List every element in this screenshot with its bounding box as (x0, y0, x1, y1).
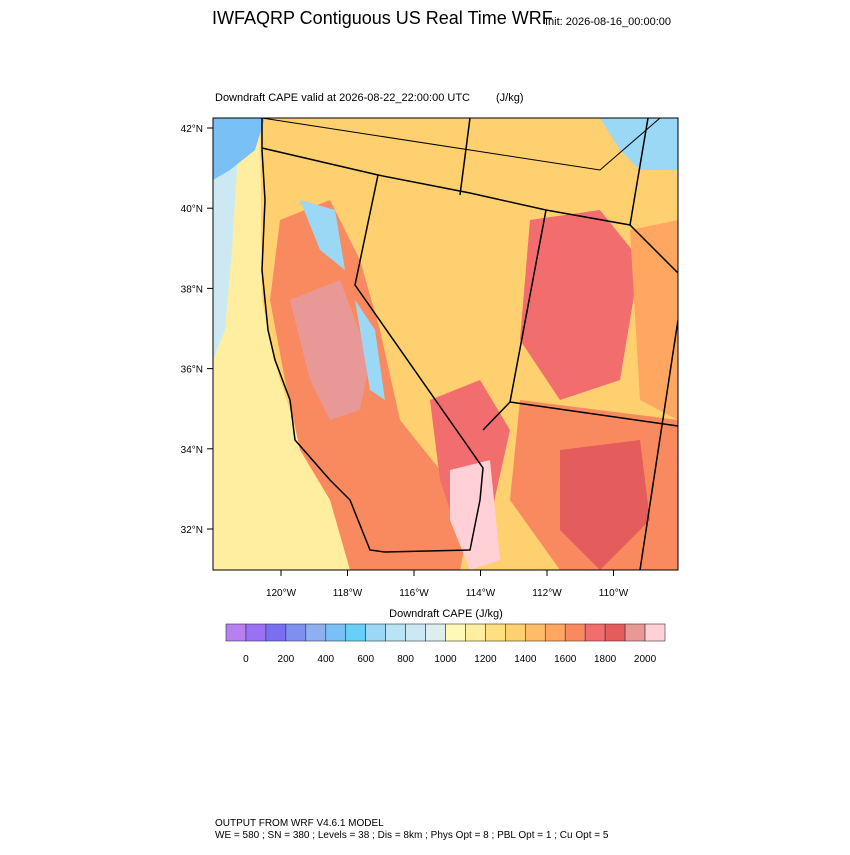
colorbar-label: 1000 (434, 654, 457, 665)
colorbar-box (445, 623, 466, 642)
lon-label: 114°W (466, 588, 496, 599)
cape-field (213, 118, 678, 570)
lat-label: 42°N (181, 124, 203, 135)
colorbar-box (624, 623, 646, 642)
colorbar-box (564, 623, 586, 642)
lon-label: 118°W (333, 588, 363, 599)
map-units: (J/kg) (496, 92, 524, 104)
lat-label: 34°N (181, 445, 203, 456)
footer-line: WE = 580 ; SN = 380 ; Levels = 38 ; Dis … (215, 830, 609, 841)
lon-label: 120°W (266, 588, 297, 599)
lat-label: 36°N (181, 365, 203, 376)
colorbar-box (325, 623, 347, 642)
colorbar-label: 600 (357, 654, 374, 665)
colorbar-box (485, 623, 506, 642)
colorbar-label: 1200 (474, 654, 497, 665)
colorbar-box (225, 623, 247, 642)
lon-label: 116°W (399, 588, 429, 599)
colorbar-box (305, 623, 327, 642)
colorbar-box (584, 623, 606, 642)
colorbar-box (465, 623, 486, 642)
colorbar-label: 0 (243, 654, 249, 665)
init-time: Init: 2026-08-16_00:00:00 (545, 16, 671, 28)
lon-label: 112°W (532, 588, 562, 599)
colorbar-label: 2000 (634, 654, 657, 665)
lat-label: 40°N (181, 204, 203, 215)
colorbar-box (425, 623, 446, 642)
lon-label: 110°W (599, 588, 629, 599)
colorbar-box (265, 623, 287, 642)
colorbar-box (525, 623, 546, 642)
colorbar-label: 800 (397, 654, 414, 665)
colorbar-title: Downdraft CAPE (J/kg) (389, 608, 503, 620)
colorbar-box (285, 623, 307, 642)
title: IWFAQRP Contiguous US Real Time WRF (212, 8, 553, 28)
colorbar-label: 200 (278, 654, 295, 665)
map-subtitle: Downdraft CAPE valid at 2026-08-22_22:00… (215, 92, 470, 104)
footer-line: OUTPUT FROM WRF V4.6.1 MODEL (215, 818, 384, 829)
lat-label: 32°N (181, 525, 203, 536)
colorbar-box (505, 623, 526, 642)
colorbar-box (385, 623, 406, 642)
colorbar-box (644, 623, 666, 642)
lat-label: 38°N (181, 284, 203, 295)
colorbar-box (245, 623, 267, 642)
map-frame (212, 117, 679, 571)
colorbar-box (405, 623, 426, 642)
colorbar-box (365, 623, 386, 642)
colorbar-label: 1600 (554, 654, 577, 665)
colorbar-label: 1800 (594, 654, 617, 665)
colorbar-box (544, 623, 566, 642)
colorbar-label: 400 (317, 654, 334, 665)
colorbar-label: 1400 (514, 654, 537, 665)
colorbar-box (604, 623, 626, 642)
colorbar-box (345, 623, 366, 642)
